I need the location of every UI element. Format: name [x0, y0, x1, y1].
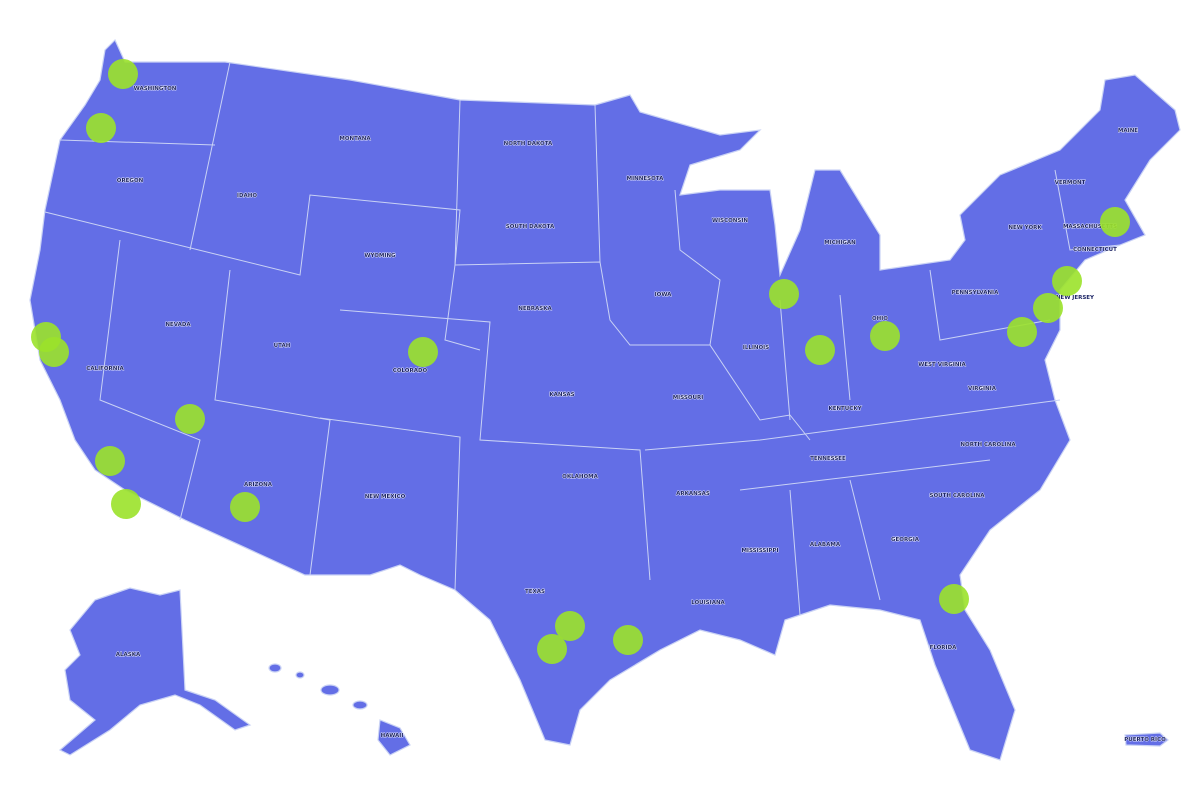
state-label: WISCONSIN — [712, 218, 748, 224]
state-label: NEW JERSEY — [1056, 295, 1095, 301]
marker[interactable] — [111, 489, 141, 519]
state-label: SOUTH DAKOTA — [506, 224, 555, 230]
state-label: KENTUCKY — [828, 406, 862, 412]
state-label: TEXAS — [525, 589, 545, 595]
state-label: PENNSYLVANIA — [952, 290, 999, 296]
marker[interactable] — [408, 337, 438, 367]
state-label: COLORADO — [393, 368, 428, 374]
state-label: TENNESSEE — [810, 456, 846, 462]
marker[interactable] — [555, 611, 585, 641]
marker[interactable] — [1100, 207, 1130, 237]
state-label: HAWAII — [381, 733, 404, 739]
state-label: WYOMING — [364, 253, 396, 259]
state-label: OKLAHOMA — [562, 474, 598, 480]
markers — [31, 59, 1130, 664]
state-label: KANSAS — [549, 392, 574, 398]
state-label: MAINE — [1118, 128, 1138, 134]
puerto-rico — [1124, 732, 1169, 747]
state-label: NEW YORK — [1008, 225, 1042, 231]
state-label: NORTH CAROLINA — [960, 442, 1016, 448]
state-label: WEST VIRGINIA — [918, 362, 966, 368]
state-label: UTAH — [274, 343, 291, 349]
state-label: MISSISSIPPI — [741, 548, 778, 554]
state-label: MONTANA — [339, 136, 371, 142]
marker[interactable] — [870, 321, 900, 351]
marker[interactable] — [939, 584, 969, 614]
state-label: ARKANSAS — [676, 491, 710, 497]
state-label: MICHIGAN — [824, 240, 856, 246]
state-label: SOUTH CAROLINA — [930, 493, 986, 499]
marker[interactable] — [1033, 293, 1063, 323]
hawaii — [268, 663, 411, 756]
state-label: VIRGINIA — [968, 386, 997, 392]
marker[interactable] — [769, 279, 799, 309]
state-label: MINNESOTA — [627, 176, 664, 182]
state-label: NEVADA — [165, 322, 191, 328]
state-label: WASHINGTON — [134, 86, 177, 92]
state-label: NEW MEXICO — [365, 494, 406, 500]
state-label: GEORGIA — [891, 537, 920, 543]
state-label: PUERTO RICO — [1124, 737, 1166, 743]
alaska — [58, 587, 252, 756]
state-label: CONNECTICUT — [1073, 247, 1117, 253]
marker[interactable] — [1007, 317, 1037, 347]
state-label: IOWA — [655, 292, 673, 298]
state-label: NEBRASKA — [518, 306, 552, 312]
state-labels: WASHINGTON OREGON IDAHO MONTANA NORTH DAKOTA… — [86, 86, 1167, 744]
state-label: MISSOURI — [673, 395, 704, 401]
state-label: MASSACHUSETTS — [1063, 224, 1117, 230]
state-label: FLORIDA — [930, 645, 958, 651]
state-label: ALASKA — [116, 652, 141, 658]
marker[interactable] — [39, 337, 69, 367]
marker[interactable] — [175, 404, 205, 434]
state-label: ALABAMA — [810, 542, 841, 548]
state-label: ARIZONA — [244, 482, 273, 488]
marker[interactable] — [613, 625, 643, 655]
state-label: VERMONT — [1055, 180, 1086, 186]
continental-us — [29, 38, 1181, 761]
state-label: NORTH DAKOTA — [504, 141, 553, 147]
marker[interactable] — [230, 492, 260, 522]
marker[interactable] — [86, 113, 116, 143]
state-label: OHIO — [872, 316, 888, 322]
state-label: IDAHO — [237, 193, 257, 199]
state-label: CALIFORNIA — [86, 366, 124, 372]
marker[interactable] — [537, 634, 567, 664]
marker[interactable] — [108, 59, 138, 89]
marker[interactable] — [95, 446, 125, 476]
state-label: LOUISIANA — [691, 600, 725, 606]
marker[interactable] — [1052, 266, 1082, 296]
state-label: ILLINOIS — [743, 345, 769, 351]
state-label: OREGON — [117, 178, 144, 184]
state-borders — [44, 61, 1121, 616]
marker[interactable] — [805, 335, 835, 365]
